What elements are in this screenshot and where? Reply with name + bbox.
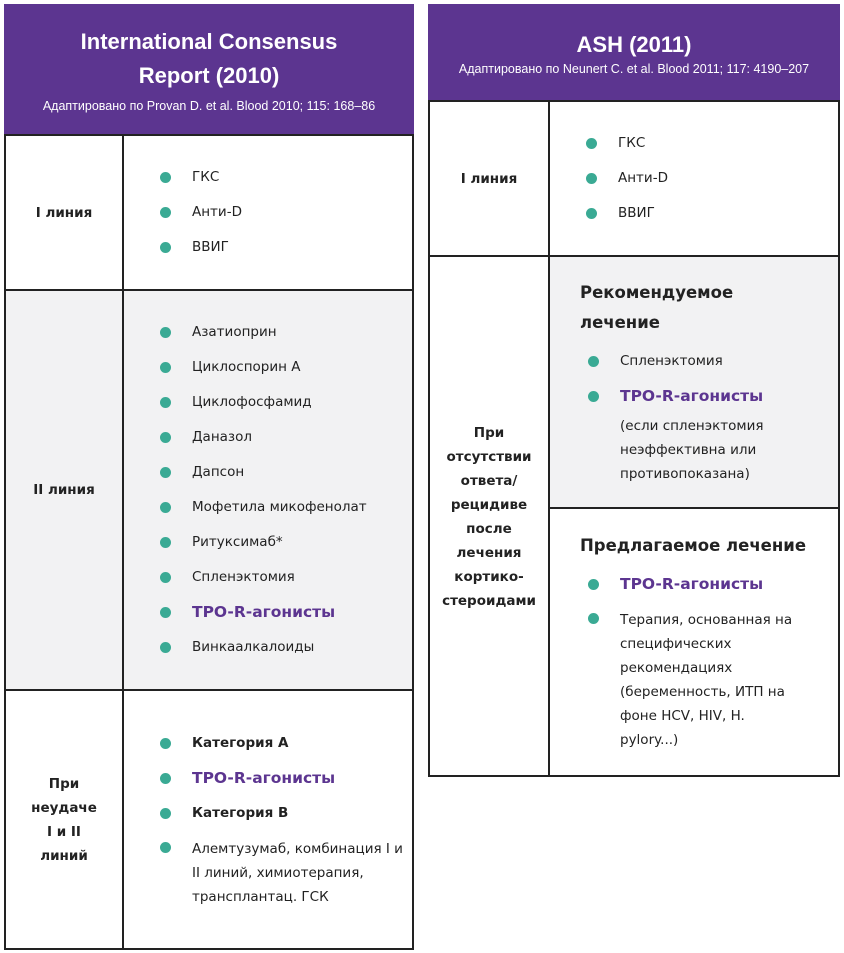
list-item: Дапсон	[160, 455, 412, 490]
list-item-category-b: Категория В	[160, 796, 412, 831]
row-label: I линия	[6, 136, 124, 289]
list-item: Ритуксимаб*	[160, 525, 412, 560]
list-item: Спленэктомия	[588, 344, 838, 379]
icr-row-first-line: I линия ГКС Анти-D ВВИГ	[6, 134, 412, 289]
list-item: Циклофосфамид	[160, 385, 412, 420]
list-item: Даназол	[160, 420, 412, 455]
list-item: Терапия, основанная на специфических рек…	[588, 602, 838, 757]
row-label: I линия	[430, 102, 550, 255]
icr-header: International Consensus Report (2010) Ад…	[4, 4, 414, 134]
ash-subtitle: Адаптировано по Neunert C. et al. Blood …	[458, 62, 810, 76]
list-item-category-a: Категория А	[160, 726, 412, 761]
list-item-tpo: TPO-R-агонисты (если спленэктомия неэффек…	[588, 379, 838, 486]
tpo-label: TPO-R-агонисты	[620, 387, 764, 405]
list-item: ГКС	[586, 126, 838, 161]
ash-header: ASH (2011) Адаптировано по Neunert C. et…	[428, 4, 840, 100]
recommended-heading: Рекомендуемое лечение	[580, 283, 734, 332]
ash-row-no-response: При отсутствии ответа/ рецидиве после ле…	[430, 255, 838, 777]
list-item: Мофетила микофенолат	[160, 490, 412, 525]
list-item: Циклоспорин А	[160, 350, 412, 385]
row-label: При неудаче I и II линий	[6, 691, 124, 948]
icr-2010-table: International Consensus Report (2010) Ад…	[4, 4, 414, 950]
recommended-treatment: Рекомендуемое лечение Спленэктомия TPO-R…	[550, 257, 838, 509]
list-item: Спленэктомия	[160, 560, 412, 595]
row-label: При отсутствии ответа/ рецидиве после ле…	[430, 257, 550, 777]
list-item: Алемтузумаб, комбинация I и II линий, хи…	[160, 831, 412, 914]
icr-row-second-line: II линия Азатиоприн Циклоспорин А Циклоф…	[6, 289, 412, 689]
list-item-tpo: TPO-R-агонисты	[588, 567, 838, 602]
icr-subtitle: Адаптировано по Provan D. et al. Blood 2…	[42, 99, 376, 113]
list-item: ВВИГ	[586, 196, 838, 231]
tpo-note: (если спленэктомия неэффективна или прот…	[620, 418, 764, 482]
list-item: Азатиоприн	[160, 315, 412, 350]
suggested-heading: Предлагаемое лечение	[580, 536, 807, 555]
list-item-tpo: TPO-R-агонисты	[160, 761, 412, 796]
list-item: ГКС	[160, 160, 412, 195]
list-item: ВВИГ	[160, 230, 412, 265]
icr-row-failure: При неудаче I и II линий Категория А TPO…	[6, 689, 412, 948]
ash-2011-table: ASH (2011) Адаптировано по Neunert C. et…	[428, 4, 840, 777]
list-item: Винкаалкалоиды	[160, 630, 412, 665]
list-item-tpo: TPO-R-агонисты	[160, 595, 412, 630]
suggested-treatment: Предлагаемое лечение TPO-R-агонисты Тера…	[550, 509, 838, 777]
ash-row-first-line: I линия ГКС Анти-D ВВИГ	[430, 100, 838, 255]
icr-title: International Consensus Report (2010)	[80, 29, 338, 88]
list-item: Анти-D	[160, 195, 412, 230]
list-item: Анти-D	[586, 161, 838, 196]
row-label: II линия	[6, 291, 124, 689]
ash-title: ASH (2011)	[576, 32, 692, 57]
